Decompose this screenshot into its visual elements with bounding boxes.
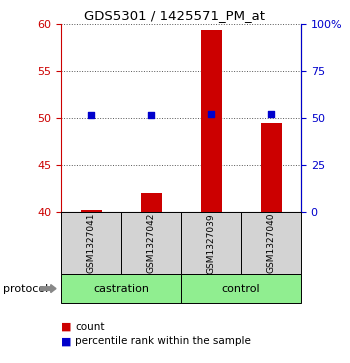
Text: GSM1327039: GSM1327039 (206, 213, 216, 274)
Text: percentile rank within the sample: percentile rank within the sample (75, 336, 251, 346)
Bar (260, 123, 281, 212)
Text: ■: ■ (61, 336, 72, 346)
Text: GDS5301 / 1425571_PM_at: GDS5301 / 1425571_PM_at (84, 9, 266, 22)
Text: control: control (222, 284, 260, 294)
Point (208, 111, 214, 117)
Text: protocol: protocol (4, 284, 49, 294)
Text: GSM1327041: GSM1327041 (87, 213, 96, 273)
Bar (201, 30, 222, 212)
Text: ■: ■ (61, 322, 72, 332)
Text: count: count (75, 322, 105, 332)
Bar (141, 193, 162, 212)
Text: castration: castration (93, 284, 149, 294)
Point (268, 111, 274, 117)
Text: GSM1327040: GSM1327040 (267, 213, 275, 273)
Text: GSM1327042: GSM1327042 (147, 213, 156, 273)
Bar (81, 209, 102, 212)
Point (89, 112, 94, 118)
Point (148, 112, 154, 118)
